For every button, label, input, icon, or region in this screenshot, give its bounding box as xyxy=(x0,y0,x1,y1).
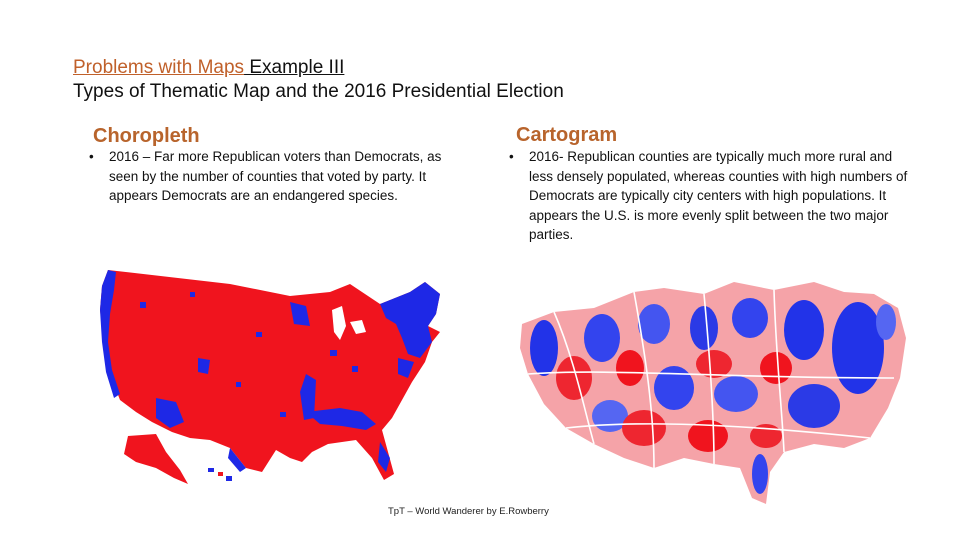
great-lakes xyxy=(332,306,346,340)
cartogram-blob-blue xyxy=(752,454,768,494)
blue-county xyxy=(256,332,262,337)
cartogram-bullet: • 2016- Republican counties are typicall… xyxy=(509,147,909,245)
choropleth-bullet: • 2016 – Far more Republican voters than… xyxy=(89,147,474,206)
blue-west-coast xyxy=(100,270,120,398)
hawaii xyxy=(218,472,223,476)
cartogram-bullet-text: 2016- Republican counties are typically … xyxy=(529,149,908,242)
blue-county xyxy=(330,350,337,356)
choropleth-map xyxy=(80,262,470,494)
subtitle: Types of Thematic Map and the 2016 Presi… xyxy=(73,81,564,102)
cartogram-blob-blue xyxy=(732,298,768,338)
alaska xyxy=(124,434,188,484)
cartogram-blob-red xyxy=(616,350,644,386)
cartogram-boundary xyxy=(703,293,715,465)
hawaii xyxy=(226,476,232,481)
title-link[interactable]: Problems with Maps xyxy=(73,57,245,78)
blue-texas-border xyxy=(228,448,246,472)
title-rest: Example III xyxy=(244,57,345,78)
cartogram-blob-blue xyxy=(654,366,694,410)
cartogram-blob-blue xyxy=(784,300,824,360)
blue-county xyxy=(280,412,286,417)
cartogram-boundary xyxy=(633,291,655,469)
cartogram-blob-red xyxy=(688,420,728,452)
title-line: Problems with Maps Example III xyxy=(73,56,893,80)
cartogram-heading: Cartogram xyxy=(516,124,618,146)
cartogram-blob-red xyxy=(556,356,592,400)
blue-county xyxy=(190,292,195,297)
cartogram-blob-blue xyxy=(530,320,558,376)
choropleth-heading: Choropleth xyxy=(93,125,200,147)
cartogram-blob-red xyxy=(696,350,732,378)
footer-credit: TpT – World Wanderer by E.Rowberry xyxy=(388,506,549,517)
blue-colorado xyxy=(198,358,210,374)
cartogram-blob-blue xyxy=(690,306,718,350)
cartogram-blob-blue xyxy=(876,304,896,340)
blue-county xyxy=(236,382,241,387)
bullet-dot: • xyxy=(509,149,514,164)
cartogram-blob-red xyxy=(760,352,792,384)
blue-county xyxy=(352,366,358,372)
blue-upper-midwest xyxy=(290,302,310,326)
blue-northeast xyxy=(380,282,440,358)
cartogram-blob-blue xyxy=(638,304,670,344)
blue-southern-belt xyxy=(306,408,376,430)
choropleth-bullet-text: 2016 – Far more Republican voters than D… xyxy=(109,149,442,203)
choropleth-map-svg xyxy=(100,270,440,484)
blue-mississippi xyxy=(300,374,316,420)
blue-county xyxy=(140,302,146,308)
blue-southwest xyxy=(156,398,184,428)
hawaii xyxy=(208,468,214,472)
cartogram-blob-blue xyxy=(714,376,758,412)
cartogram-map-svg xyxy=(520,282,906,504)
cartogram-boundary xyxy=(565,423,871,439)
great-lakes xyxy=(350,320,366,334)
cartogram-boundary xyxy=(527,371,895,379)
cartogram-boundary xyxy=(553,311,595,445)
cartogram-blob-blue xyxy=(788,384,840,428)
cartogram-map xyxy=(514,268,914,508)
title-block: Problems with Maps Example III Types of … xyxy=(73,56,893,104)
cartogram-blob-blue xyxy=(832,302,884,394)
cartogram-blob-red xyxy=(622,410,666,446)
cartogram-boundary xyxy=(773,289,785,453)
blue-midatlantic xyxy=(398,358,414,378)
cartogram-blob-blue xyxy=(584,314,620,362)
blue-florida xyxy=(378,442,390,472)
bullet-dot: • xyxy=(89,149,94,164)
